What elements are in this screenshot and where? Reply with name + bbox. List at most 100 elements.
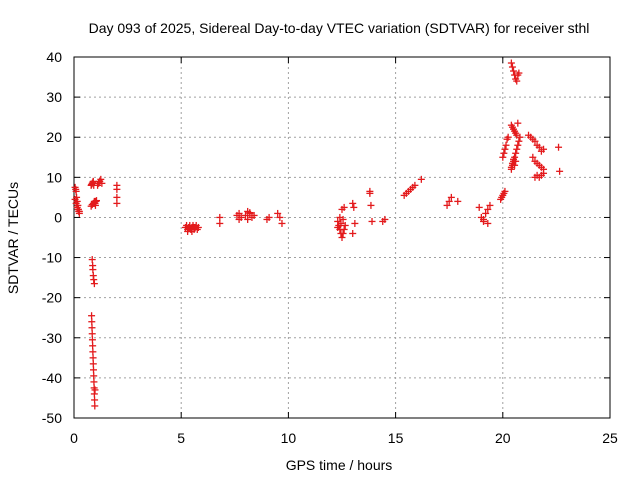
y-tick-label: 10 [46, 169, 62, 185]
data-point [250, 211, 258, 219]
data-point [480, 217, 488, 225]
x-tick-label: 25 [602, 430, 618, 446]
y-tick-label: -10 [42, 250, 62, 266]
y-tick-label: 40 [46, 49, 62, 65]
data-point [445, 197, 453, 205]
data-point [515, 69, 523, 77]
data-point [504, 133, 512, 141]
data-point [540, 169, 548, 177]
data-point [113, 199, 121, 207]
x-tick-label: 10 [281, 430, 297, 446]
data-point [540, 145, 548, 153]
data-point [339, 229, 347, 237]
data-points [71, 59, 564, 410]
data-point [235, 215, 243, 223]
x-axis-label: GPS time / hours [286, 457, 393, 473]
y-tick-label: -30 [42, 330, 62, 346]
x-tick-label: 15 [388, 430, 404, 446]
data-point [89, 360, 97, 368]
data-point [366, 189, 374, 197]
y-tick-label: -40 [42, 370, 62, 386]
data-point [91, 396, 99, 404]
data-point [89, 354, 97, 362]
data-point [447, 193, 455, 201]
y-tick-label: 0 [54, 209, 62, 225]
data-point [190, 223, 198, 231]
data-point [90, 198, 98, 206]
data-point [349, 199, 357, 207]
chart-title: Day 093 of 2025, Sidereal Day-to-day VTE… [89, 20, 590, 36]
data-point [499, 153, 507, 161]
data-point [72, 187, 80, 195]
y-tick-label: -20 [42, 290, 62, 306]
y-axis-label: SDTVAR / TECUs [5, 182, 21, 294]
data-point [511, 161, 519, 169]
data-point [246, 209, 254, 217]
data-point [341, 221, 349, 229]
data-point [90, 372, 98, 380]
data-point [555, 143, 563, 151]
x-tick-label: 0 [70, 430, 78, 446]
data-point [484, 205, 492, 213]
data-point [514, 119, 522, 127]
data-point [89, 348, 97, 356]
data-point [486, 201, 494, 209]
data-point [113, 185, 121, 193]
data-point [367, 201, 375, 209]
data-point [90, 280, 98, 288]
data-point [265, 213, 273, 221]
data-point [274, 209, 282, 217]
data-point [417, 175, 425, 183]
data-point [340, 225, 348, 233]
data-point [501, 187, 509, 195]
data-point [89, 342, 97, 350]
data-point [475, 203, 483, 211]
tick-labels: 0 5 10 15 20 25 40 30 20 10 0 -10 -20 -30 -40 -50 [42, 49, 618, 446]
data-point [531, 137, 539, 145]
data-point [235, 209, 243, 217]
x-tick-label: 20 [495, 430, 511, 446]
x-tick-label: 5 [177, 430, 185, 446]
data-point [88, 336, 96, 344]
data-point [512, 149, 520, 157]
data-point [71, 195, 79, 203]
data-point [411, 181, 419, 189]
data-point [90, 366, 98, 374]
y-tick-label: 20 [46, 129, 62, 145]
data-point [98, 179, 106, 187]
data-point [88, 318, 96, 326]
data-point [349, 229, 357, 237]
data-point [529, 153, 537, 161]
data-point [216, 219, 224, 227]
data-point [513, 145, 521, 153]
data-point [556, 167, 564, 175]
data-point [338, 234, 346, 241]
data-point [334, 223, 342, 231]
data-point [188, 227, 196, 235]
data-point [515, 137, 523, 145]
data-point [516, 133, 524, 141]
data-point [443, 201, 451, 209]
data-point [350, 203, 358, 211]
data-point [514, 141, 522, 149]
data-point [482, 209, 490, 217]
data-point [91, 386, 99, 394]
data-point [381, 215, 389, 223]
data-point [351, 219, 359, 227]
data-point [508, 63, 516, 71]
data-point [88, 256, 96, 264]
data-point [216, 213, 224, 221]
data-point [535, 143, 543, 151]
data-point [507, 59, 515, 67]
data-point [512, 157, 520, 165]
data-point [510, 67, 518, 75]
data-point [502, 141, 510, 149]
data-point [90, 378, 98, 386]
data-point [500, 149, 508, 157]
y-tick-label: 30 [46, 89, 62, 105]
data-point [89, 266, 97, 274]
data-point [484, 219, 492, 227]
data-point [72, 199, 80, 207]
data-point [88, 324, 96, 332]
